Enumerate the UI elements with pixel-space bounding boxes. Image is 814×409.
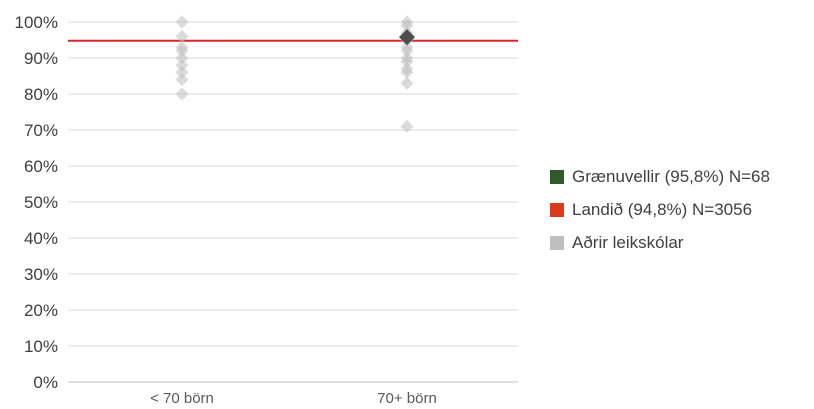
x-category-label: < 70 börn [150,390,214,407]
y-tick-label: 70% [24,121,58,140]
data-point-adrir[interactable] [175,15,189,29]
y-tick-label: 60% [24,157,58,176]
y-tick-label: 40% [24,229,58,248]
legend-label-graenuvellir: Grænuvellir (95,8%) N=68 [572,167,770,186]
legend-label-landid: Landið (94,8%) N=3056 [572,200,753,219]
data-point-adrir[interactable] [175,87,189,101]
data-point-adrir[interactable] [400,119,414,133]
legend: Grænuvellir (95,8%) N=68 Landið (94,8%) … [550,166,770,265]
gridlines [68,21,518,383]
y-tick-label: 100% [15,13,58,32]
y-axis-tick-labels: 0% 10% 20% 30% 40% 50% 60% 70% 80% 90% 100% [15,13,58,392]
legend-item-graenuvellir[interactable]: Grænuvellir (95,8%) N=68 [550,166,770,188]
data-point-adrir[interactable] [400,44,414,58]
legend-swatch-graenuvellir [550,170,564,184]
y-tick-label: 20% [24,301,58,320]
data-points [175,15,415,133]
legend-item-adrir[interactable]: Aðrir leikskólar [550,232,770,254]
data-point-adrir[interactable] [175,58,189,72]
y-tick-label: 30% [24,265,58,284]
y-tick-label: 90% [24,49,58,68]
data-point-adrir[interactable] [175,44,189,58]
legend-label-adrir: Aðrir leikskólar [572,233,684,252]
data-point-adrir[interactable] [175,51,189,65]
x-category-label: 70+ börn [377,390,437,407]
y-tick-label: 80% [24,85,58,104]
x-axis-category-labels: < 70 börn 70+ börn [150,390,437,407]
legend-swatch-adrir [550,236,564,250]
y-tick-label: 50% [24,193,58,212]
data-point-adrir[interactable] [400,55,414,69]
data-point-adrir[interactable] [400,76,414,90]
data-point-adrir[interactable] [400,65,414,79]
data-point-adrir[interactable] [175,65,189,79]
data-point-adrir[interactable] [175,73,189,87]
data-point-adrir[interactable] [175,29,189,43]
data-point-adrir[interactable] [400,19,414,33]
legend-item-landid[interactable]: Landið (94,8%) N=3056 [550,199,770,221]
y-tick-label: 10% [24,337,58,356]
legend-swatch-landid [550,203,564,217]
data-point-graenuvellir[interactable] [399,29,415,46]
y-tick-label: 0% [33,373,58,392]
